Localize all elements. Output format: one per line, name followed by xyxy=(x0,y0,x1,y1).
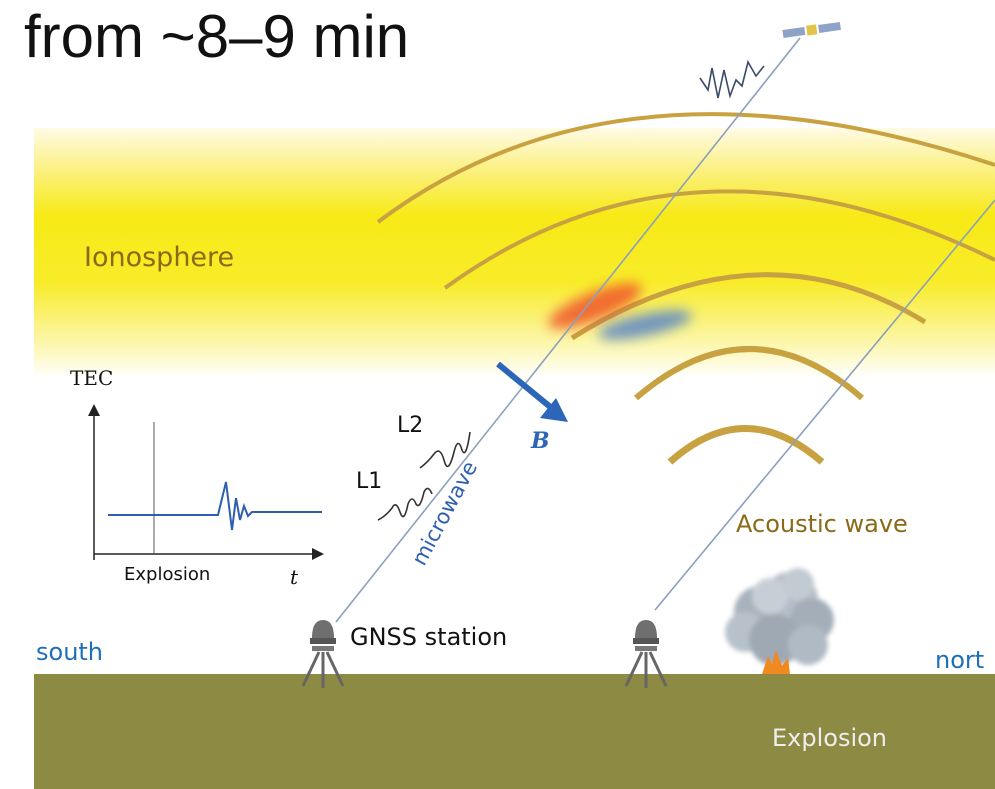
wave-arc-5 xyxy=(667,425,825,465)
line-of-sight-2 xyxy=(654,199,995,611)
wave-arc-1 xyxy=(376,112,995,224)
explosion-axis-label: Explosion xyxy=(124,564,210,585)
satellite-signal-icon xyxy=(699,59,765,99)
time-axis-label: t xyxy=(290,565,299,589)
ionosphere-label: Ionosphere xyxy=(84,242,234,273)
explosion-ground-label: Explosion xyxy=(772,724,887,752)
tec-axis-label: TEC xyxy=(70,366,113,390)
headline: from ~8–9 min xyxy=(24,3,410,70)
north-label: nort xyxy=(935,646,984,674)
acoustic-wave-label: Acoustic wave xyxy=(736,510,908,538)
tec-disturbance-blue xyxy=(597,310,693,340)
wave-arc-4 xyxy=(634,346,864,401)
gnss-station-label: GNSS station xyxy=(350,623,507,651)
explosion-cloud-icon xyxy=(725,568,834,666)
gnss-station-icon-2 xyxy=(624,620,668,688)
satellite-icon xyxy=(782,21,841,38)
wave-arc-3 xyxy=(570,272,927,341)
tec-disturbance-red xyxy=(548,283,642,329)
l1-wave-icon xyxy=(377,487,433,521)
wave-arc-2 xyxy=(443,189,995,290)
l1-label: L1 xyxy=(356,469,382,494)
ground xyxy=(34,674,995,789)
magnetic-field-arrow xyxy=(496,361,568,422)
l2-label: L2 xyxy=(397,413,423,438)
line-of-sight-1 xyxy=(335,37,801,623)
microwave-label: microwave xyxy=(407,457,482,569)
l2-wave-icon xyxy=(419,431,471,469)
tec-signal-line xyxy=(108,481,322,531)
ionosphere-band xyxy=(34,128,995,378)
south-label: south xyxy=(36,638,103,666)
b-field-label: B xyxy=(530,428,550,454)
gnss-station-icon xyxy=(301,620,345,688)
tec-inset-plot: TEC Explosion t xyxy=(70,366,324,589)
fire-icon xyxy=(762,650,790,674)
